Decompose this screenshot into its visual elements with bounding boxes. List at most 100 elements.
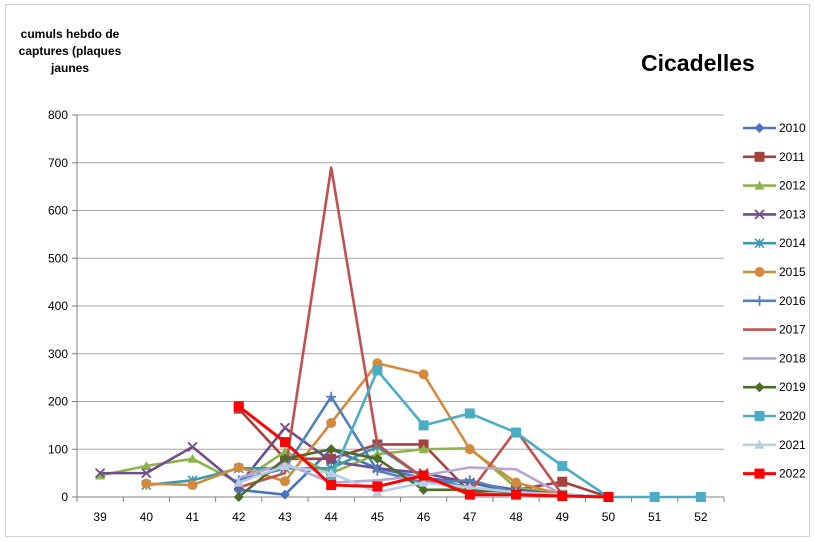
data-point — [557, 476, 568, 487]
data-point — [557, 491, 568, 502]
legend-item: 2019 — [743, 380, 806, 394]
data-point — [372, 465, 383, 476]
data-point — [511, 489, 522, 500]
legend-marker — [754, 180, 765, 190]
data-point — [418, 444, 429, 454]
legend-marker — [754, 295, 765, 306]
legend-label: 2015 — [779, 265, 806, 279]
data-point — [418, 484, 429, 495]
legend-item: 2015 — [743, 265, 806, 279]
legend-item: 2021 — [743, 438, 806, 452]
legend-label: 2014 — [779, 236, 806, 250]
data-point — [326, 472, 337, 483]
data-point — [187, 441, 198, 452]
axes: 0 100 200 300 400 500 600 700 800 39 40 41 42 43 44 45 4… — [48, 108, 725, 524]
series-2015 — [141, 358, 614, 502]
data-point — [279, 437, 290, 448]
data-point — [372, 453, 383, 464]
series-line — [100, 426, 609, 499]
data-point — [326, 456, 337, 467]
data-point — [372, 487, 383, 497]
y-tick-label: 700 — [48, 156, 68, 170]
y-tick-label: 300 — [48, 347, 68, 361]
legend-item: 2011 — [743, 150, 805, 164]
data-point — [326, 453, 337, 464]
data-point — [233, 492, 244, 502]
data-point — [418, 420, 429, 431]
legend-marker — [754, 439, 765, 449]
legend-label: 2022 — [779, 467, 806, 481]
x-tick-label: 39 — [93, 510, 107, 524]
data-point — [141, 460, 152, 470]
x-tick-label: 52 — [694, 510, 708, 524]
legend-item: 2014 — [743, 236, 806, 250]
data-point — [464, 482, 475, 492]
data-point — [464, 444, 475, 455]
x-tick-label: 44 — [324, 510, 338, 524]
data-point — [326, 468, 337, 478]
y-axis-label: cumuls hebdo de captures (plaques jaunes — [18, 27, 122, 75]
data-point — [326, 391, 337, 402]
data-point — [418, 369, 429, 380]
legend-marker — [754, 411, 765, 421]
legend-item: 2010 — [743, 121, 806, 135]
data-point — [326, 480, 337, 491]
data-point — [372, 481, 383, 492]
data-point — [141, 478, 152, 489]
x-tick-label: 42 — [232, 510, 246, 524]
y-tick-label: 200 — [48, 395, 68, 409]
legend-item: 2017 — [743, 323, 806, 337]
legend-marker — [754, 468, 765, 479]
legend-label: 2020 — [779, 409, 806, 423]
x-tick-label: 45 — [371, 510, 385, 524]
y-tick-label: 400 — [48, 299, 68, 313]
data-point — [326, 417, 337, 428]
legend-item: 2013 — [743, 207, 806, 221]
x-tick-label: 51 — [648, 510, 662, 524]
gridlines — [77, 114, 724, 450]
legend-item: 2018 — [743, 351, 806, 365]
data-point — [418, 470, 429, 481]
data-point — [511, 477, 522, 488]
data-point — [279, 489, 290, 500]
x-tick-label: 43 — [278, 510, 292, 524]
legend-marker — [754, 151, 765, 162]
chart-title: Cicadelles — [641, 50, 755, 76]
data-point — [695, 492, 706, 502]
data-point — [141, 467, 152, 479]
x-tick-label: 50 — [602, 510, 616, 524]
data-point — [649, 492, 660, 502]
data-point — [464, 489, 475, 500]
data-point — [279, 453, 290, 464]
legend-item: 2020 — [743, 409, 806, 423]
y-tick-label: 0 — [61, 490, 68, 504]
y-tick-label: 100 — [48, 442, 68, 456]
data-point — [187, 480, 198, 491]
series-layer — [94, 166, 706, 503]
legend-label: 2011 — [779, 150, 805, 164]
x-tick-label: 49 — [556, 510, 570, 524]
legend-marker — [754, 238, 765, 249]
legend-item: 2022 — [743, 467, 806, 481]
data-point — [187, 453, 198, 463]
y-tick-label: 800 — [48, 108, 68, 122]
series-2020 — [326, 365, 706, 502]
data-point — [233, 462, 244, 473]
data-point — [233, 477, 244, 487]
data-point — [372, 449, 383, 459]
data-point — [464, 408, 475, 419]
legend-label: 2018 — [779, 351, 806, 365]
legend-label: 2012 — [779, 179, 806, 193]
x-tick-label: 41 — [186, 510, 200, 524]
data-point — [557, 460, 568, 471]
data-point — [279, 476, 290, 487]
data-point — [372, 365, 383, 376]
legend-marker — [754, 267, 765, 277]
data-point — [95, 470, 106, 480]
y-tick-label: 600 — [48, 204, 68, 218]
data-point — [233, 401, 244, 412]
data-point — [279, 422, 291, 433]
legend-marker — [754, 382, 765, 393]
legend-label: 2017 — [779, 323, 806, 337]
x-tick-label: 40 — [140, 510, 154, 524]
